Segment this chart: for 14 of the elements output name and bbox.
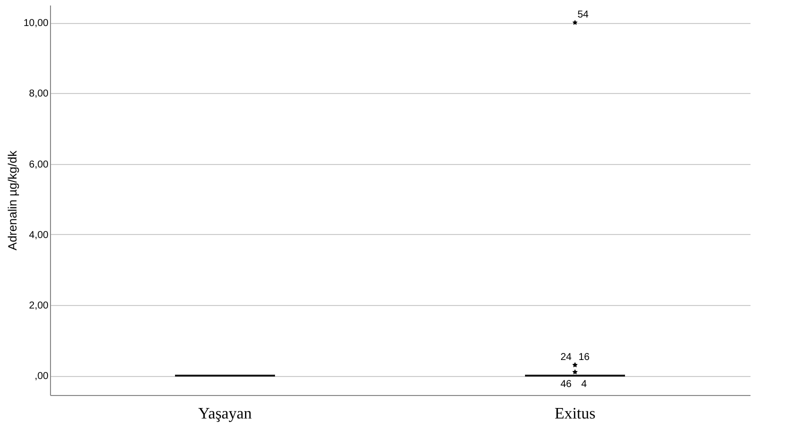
y-tick-label: 4,00 (29, 230, 49, 241)
annotation: 4 (581, 379, 588, 390)
annotation: 46 (560, 379, 572, 390)
y-tick-label: 10,00 (23, 18, 49, 30)
y-tick-label: 6,00 (29, 159, 49, 170)
y-tick-label: 2,00 (29, 300, 49, 312)
y-tick-label: ,00 (34, 371, 49, 382)
x-tick-label: Yaşayan (198, 406, 252, 422)
annotation: 54 (577, 10, 589, 21)
y-tick-label: 8,00 (29, 88, 49, 100)
x-tick-label: Exitus (554, 406, 596, 422)
y-axis-title: Adrenalin µg/kg/dk (5, 150, 20, 250)
annotation: 24 (560, 352, 572, 363)
annotation: 16 (578, 352, 590, 363)
